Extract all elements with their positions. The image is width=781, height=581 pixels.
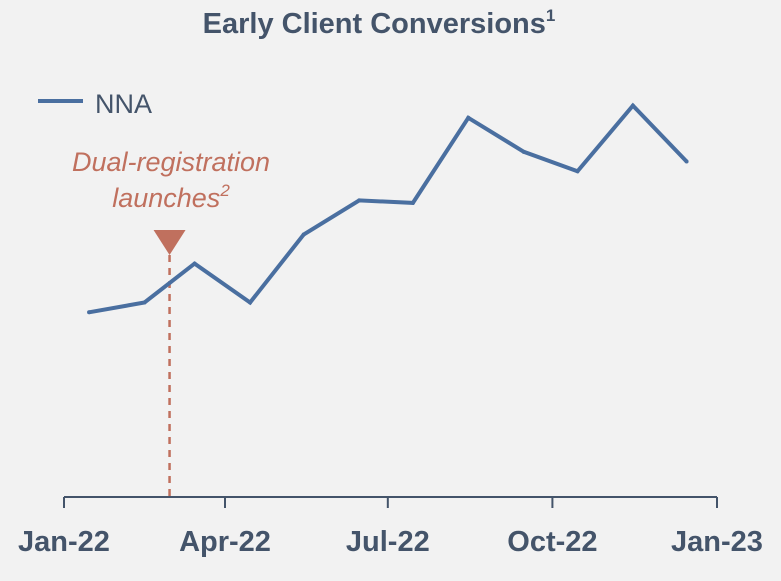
data-point-nna-1 bbox=[142, 300, 147, 305]
data-point-nna-11 bbox=[684, 159, 689, 164]
data-point-nna-0 bbox=[87, 310, 92, 315]
x-tick-label-jan-23: Jan-23 bbox=[671, 526, 763, 558]
data-point-nna-3 bbox=[248, 300, 253, 305]
x-tick-label-jan-22: Jan-22 bbox=[18, 526, 110, 558]
legend-label-nna: NNA bbox=[95, 89, 152, 119]
annotation-line2-text: launches bbox=[112, 183, 220, 213]
annotation: Dual-registration launches2 bbox=[72, 147, 270, 497]
x-axis: Jan-22 Apr-22 Jul-22 Oct-22 Jan-23 bbox=[18, 496, 763, 558]
data-point-nna-6 bbox=[410, 200, 415, 205]
legend: NNA bbox=[38, 89, 152, 119]
annotation-line2: launches2 bbox=[112, 181, 230, 213]
data-point-nna-8 bbox=[521, 149, 526, 154]
annotation-line1: Dual-registration bbox=[72, 147, 270, 177]
data-point-nna-10 bbox=[630, 103, 635, 108]
annotation-marker bbox=[153, 230, 186, 255]
chart-title-text: Early Client Conversions bbox=[203, 8, 546, 40]
data-point-nna-4 bbox=[301, 232, 306, 237]
annotation-superscript: 2 bbox=[219, 181, 230, 200]
chart-title-superscript: 1 bbox=[546, 6, 555, 25]
series-line-nna bbox=[88, 102, 689, 315]
chart-title: Early Client Conversions1 bbox=[203, 6, 556, 40]
data-point-nna-2 bbox=[192, 261, 197, 266]
x-tick-label-apr-22: Apr-22 bbox=[179, 526, 271, 558]
data-point-nna-9 bbox=[575, 169, 580, 174]
x-tick-label-jul-22: Jul-22 bbox=[346, 526, 430, 558]
series-layer bbox=[87, 102, 689, 315]
data-point-nna-5 bbox=[357, 198, 362, 203]
data-point-nna-7 bbox=[466, 115, 471, 120]
x-tick-label-oct-22: Oct-22 bbox=[507, 526, 597, 558]
